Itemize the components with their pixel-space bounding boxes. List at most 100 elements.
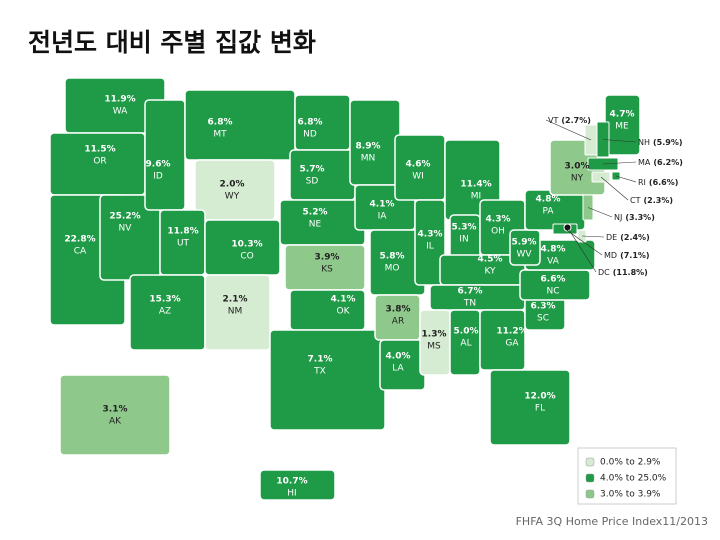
state-name: VA bbox=[547, 257, 560, 267]
callout-value: (6.2%) bbox=[653, 158, 683, 167]
state-name: MS bbox=[427, 342, 441, 352]
state-value: 5.2% bbox=[303, 208, 328, 218]
state-value: 4.0% bbox=[386, 352, 411, 362]
state-value: 5.3% bbox=[452, 223, 477, 233]
state-name: AK bbox=[109, 417, 122, 427]
state-value: 4.7% bbox=[610, 110, 635, 120]
state-value: 7.1% bbox=[308, 355, 333, 365]
state-value: 11.8% bbox=[167, 227, 198, 237]
callout-label: MD (7.1%) bbox=[604, 251, 650, 260]
state-value: 15.3% bbox=[149, 295, 180, 305]
state-name: MI bbox=[471, 192, 481, 202]
legend-swatch bbox=[585, 473, 595, 483]
state-name: OR bbox=[93, 157, 106, 167]
state-name: MN bbox=[361, 154, 376, 164]
leader-line bbox=[581, 235, 605, 238]
state-value: 4.5% bbox=[478, 255, 503, 265]
state-name: KS bbox=[321, 265, 333, 275]
state-value: 9.6% bbox=[146, 160, 171, 170]
leader-line bbox=[587, 207, 613, 218]
state-name: ND bbox=[303, 130, 317, 140]
source: FHFA 3Q Home Price Index11/2013 bbox=[516, 515, 708, 528]
state-name: PA bbox=[542, 207, 554, 217]
callout-value: (6.6%) bbox=[649, 178, 679, 187]
state-name: OK bbox=[337, 307, 351, 317]
callout-label: CT (2.3%) bbox=[630, 196, 673, 205]
state-name: CA bbox=[74, 247, 87, 257]
callout-name: NH bbox=[638, 138, 650, 147]
state bbox=[204, 274, 271, 351]
leader-line bbox=[615, 175, 637, 183]
state bbox=[194, 159, 276, 221]
state-name: AZ bbox=[159, 307, 171, 317]
callout-value: (3.3%) bbox=[625, 213, 655, 222]
callout-value: (2.4%) bbox=[620, 233, 650, 242]
state bbox=[289, 149, 356, 201]
state-name: KY bbox=[484, 267, 496, 277]
state bbox=[269, 329, 386, 431]
state-name: NV bbox=[119, 224, 133, 234]
state-name: IL bbox=[426, 242, 434, 252]
state-name: ID bbox=[153, 172, 163, 182]
state-name: SD bbox=[306, 177, 319, 187]
state-value: 4.8% bbox=[541, 245, 566, 255]
state-value: 11.4% bbox=[460, 180, 491, 190]
leader-line bbox=[602, 139, 637, 143]
state-name: LA bbox=[392, 364, 404, 374]
legend-box bbox=[577, 447, 677, 505]
state-value: 12.0% bbox=[524, 392, 555, 402]
callout-label: VT (2.7%) bbox=[548, 116, 591, 125]
state bbox=[259, 469, 336, 501]
state-value: 5.8% bbox=[380, 252, 405, 262]
callout-value: (11.8%) bbox=[613, 268, 648, 277]
state-value: 3.8% bbox=[386, 305, 411, 315]
state bbox=[184, 89, 296, 161]
callout-name: VT bbox=[548, 116, 558, 125]
state-name: WI bbox=[412, 172, 424, 182]
state-name: NE bbox=[309, 220, 322, 230]
callout-label: DC (11.8%) bbox=[598, 268, 648, 277]
state-name: MT bbox=[213, 130, 227, 140]
legend-label: 4.0% to 25.0% bbox=[600, 474, 667, 484]
callout-name: MA bbox=[638, 158, 651, 167]
state bbox=[144, 99, 186, 211]
state-name: FL bbox=[535, 404, 545, 414]
state-value: 3.1% bbox=[103, 405, 128, 415]
callout-name: MD bbox=[604, 251, 617, 260]
states bbox=[49, 77, 641, 501]
state-name: OH bbox=[491, 227, 505, 237]
callout-label: DE (2.4%) bbox=[606, 233, 650, 242]
legend-label: 0.0% to 2.9% bbox=[600, 458, 661, 468]
state-value: 10.7% bbox=[276, 477, 307, 487]
leader-line bbox=[567, 227, 597, 273]
callout-value: (5.9%) bbox=[653, 138, 683, 147]
state-value: 5.7% bbox=[300, 165, 325, 175]
callout-value: (2.7%) bbox=[561, 116, 591, 125]
state-name: NM bbox=[228, 307, 243, 317]
state-value: 4.8% bbox=[536, 195, 561, 205]
callout-name: DE bbox=[606, 233, 617, 242]
state-value: 2.1% bbox=[223, 295, 248, 305]
state-name: IN bbox=[459, 235, 468, 245]
title: 전년도 대비 주별 집값 변화 bbox=[28, 28, 316, 57]
callout-name: RI bbox=[638, 178, 646, 187]
callout-value: (2.3%) bbox=[643, 196, 673, 205]
callout-value: (7.1%) bbox=[620, 251, 650, 260]
callout-name: CT bbox=[630, 196, 641, 205]
state-name: AL bbox=[460, 339, 471, 349]
state-name: UT bbox=[177, 239, 190, 249]
state-value: 25.2% bbox=[109, 212, 140, 222]
state-name: TX bbox=[313, 367, 326, 377]
state-value: 5.9% bbox=[512, 238, 537, 248]
state-name: CO bbox=[240, 252, 253, 262]
state-value: 2.0% bbox=[220, 180, 245, 190]
state-value: 3.9% bbox=[315, 253, 340, 263]
state-value: 4.3% bbox=[418, 230, 443, 240]
state-name: IA bbox=[378, 212, 388, 222]
state-value: 4.1% bbox=[331, 295, 356, 305]
state bbox=[414, 199, 446, 286]
state bbox=[59, 374, 171, 456]
state-value: 11.5% bbox=[84, 145, 115, 155]
state-name: WA bbox=[113, 107, 128, 117]
